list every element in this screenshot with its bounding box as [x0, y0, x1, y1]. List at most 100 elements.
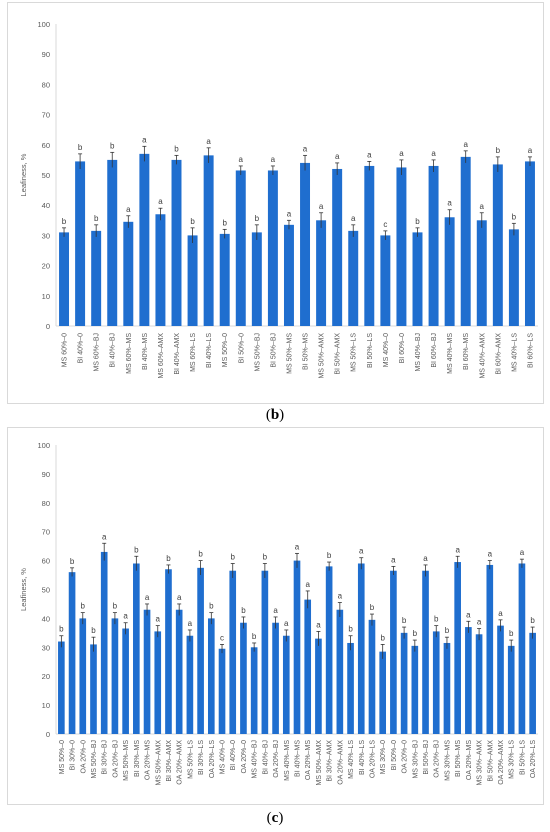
significance-letter: b — [415, 217, 420, 226]
significance-letter: a — [156, 615, 161, 624]
significance-letter: b — [209, 602, 214, 611]
x-tick-label: BI 30%–LS — [198, 740, 205, 775]
x-tick-label: BI 50%–0 — [391, 740, 398, 770]
x-tick-label: MS 40%–BJ — [252, 740, 259, 779]
x-tick-label: BI 50%–0 — [238, 333, 245, 363]
significance-letter: b — [252, 632, 257, 641]
bar — [348, 230, 359, 326]
bar — [443, 642, 451, 734]
bar — [283, 224, 294, 326]
significance-letter: a — [338, 592, 343, 601]
bar — [155, 214, 166, 326]
significance-letter: b — [348, 625, 353, 634]
bar — [229, 570, 237, 734]
significance-letter: a — [206, 137, 211, 146]
bar — [68, 572, 76, 734]
bar — [165, 569, 172, 734]
y-tick-label: 50 — [42, 586, 50, 595]
bar — [91, 230, 102, 326]
bar — [332, 168, 343, 326]
significance-letter: a — [399, 149, 404, 158]
bar — [175, 609, 183, 734]
caption-b-letter: b — [270, 407, 280, 423]
y-tick-label: 90 — [42, 470, 50, 479]
significance-letter: c — [383, 220, 387, 229]
significance-letter: b — [530, 616, 535, 625]
bar — [187, 235, 198, 326]
chart-panel-b: 0 10 20 30 40 50 60 70 80 90 100 Leafiness, % b MS 60… — [7, 2, 544, 404]
significance-letter: b — [78, 143, 83, 152]
significance-letter: b — [255, 214, 260, 223]
x-tick-label: MS 50%–0 — [59, 740, 66, 774]
x-tick-label: MS 40%–BJ — [415, 333, 422, 372]
bar — [58, 641, 65, 734]
bar — [100, 551, 108, 734]
bar — [428, 165, 439, 326]
x-tick-label: BI 40%–BJ — [110, 333, 117, 368]
bar — [347, 642, 354, 734]
significance-letter: b — [241, 606, 246, 615]
x-tick-label: MS 30%–AMX — [477, 740, 484, 786]
y-tick-label: 100 — [37, 441, 50, 450]
significance-letter: a — [188, 619, 193, 628]
bar — [186, 635, 194, 734]
y-tick-label: 40 — [42, 614, 50, 623]
bar — [390, 570, 397, 734]
bar — [267, 170, 278, 326]
x-tick-label: BI 40%–0 — [78, 333, 85, 363]
x-tick-label: MS 50%–MS — [123, 740, 130, 781]
x-tick-label: BI 40%–LS — [359, 740, 366, 775]
significance-letter: a — [488, 550, 493, 559]
bar — [400, 632, 408, 734]
x-tick-label: BI 30%–AMX — [327, 740, 334, 782]
x-tick-label: MS 50%–AMX — [155, 740, 162, 786]
bar — [293, 560, 301, 734]
x-tick-label: BI 50%–MS — [303, 333, 310, 370]
y-tick-label: 90 — [42, 50, 50, 59]
bar — [411, 645, 419, 734]
y-tick-label: 10 — [42, 701, 50, 710]
x-tick-label: MS 30%–LS — [509, 740, 516, 779]
significance-letter: b — [434, 615, 439, 624]
bar — [122, 628, 129, 734]
x-tick-label: OA 20%–AMX — [337, 740, 344, 785]
x-tick-label: BI 50%–LS — [519, 740, 526, 775]
significance-letter: a — [391, 555, 396, 564]
x-tick-label: BI 60%–AMX — [495, 333, 502, 375]
x-tick-label: OA 20%–MS — [466, 740, 473, 780]
y-tick-label: 60 — [42, 557, 50, 566]
significance-letter: b — [94, 214, 99, 223]
significance-letter: a — [359, 547, 364, 556]
y-tick-label: 20 — [42, 262, 50, 271]
bar — [364, 165, 375, 326]
bar — [316, 220, 327, 326]
bar — [422, 570, 429, 734]
x-tick-label: MS 30%–BJ — [412, 740, 419, 779]
bar — [143, 609, 151, 734]
x-tick-label: MS 50%–AMX — [319, 333, 326, 379]
significance-letter: b — [190, 217, 195, 226]
bar — [59, 232, 70, 326]
bar — [325, 566, 333, 734]
caption-b-close: ) — [279, 407, 285, 423]
significance-letter: b — [509, 629, 514, 638]
x-tick-label: OA 20%–AMX — [498, 740, 505, 785]
x-tick-label: OA 20%–0 — [80, 740, 87, 774]
x-tick-label: MS 60%–MS — [126, 333, 133, 374]
bar — [412, 232, 423, 326]
y-tick-label: 0 — [46, 322, 50, 331]
x-tick-label: OA 20%–LS — [530, 740, 537, 778]
bar — [379, 651, 387, 734]
bar — [218, 648, 226, 734]
significance-letter: a — [273, 606, 278, 615]
x-tick-label: BI 40%–LS — [206, 333, 213, 368]
bar — [251, 232, 262, 326]
significance-letter: b — [445, 626, 450, 635]
significance-letter: b — [402, 616, 407, 625]
y-tick-label: 30 — [42, 643, 50, 652]
bar — [300, 162, 311, 326]
significance-letter: a — [463, 140, 468, 149]
bar — [315, 638, 322, 734]
significance-letter: a — [466, 610, 471, 619]
significance-letter: a — [480, 202, 485, 211]
